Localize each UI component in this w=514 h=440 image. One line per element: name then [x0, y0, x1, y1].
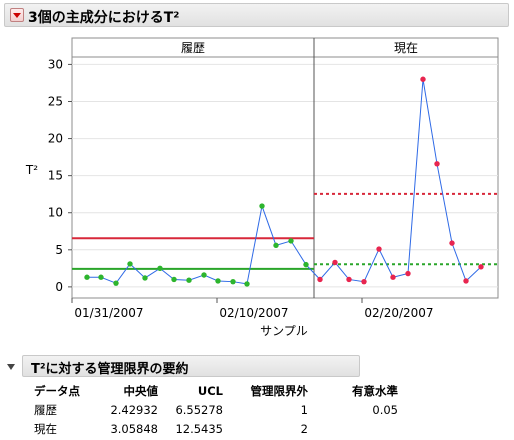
data-point-history [127, 261, 133, 267]
panel-label-current: 現在 [394, 41, 418, 55]
x-tick-label: 02/10/2007 [219, 306, 288, 320]
data-point-history [244, 281, 250, 287]
data-point-current [449, 240, 455, 246]
data-point-current [478, 264, 484, 270]
data-point-history [303, 261, 309, 268]
data-point-current [390, 274, 396, 280]
data-point-history [171, 276, 177, 283]
cell-ucl: 6.55278 [175, 403, 223, 417]
data-point-current [346, 276, 352, 283]
table-row: 履歴 2.42932 6.55278 1 0.05 [34, 401, 398, 420]
data-point-history [186, 277, 192, 283]
data-point-current [420, 76, 426, 82]
data-point-history [259, 203, 265, 209]
data-point-current [463, 278, 469, 284]
x-tick-label: 02/20/2007 [364, 306, 433, 320]
y-tick-label: 25 [48, 94, 63, 108]
x-tick-label: 01/31/2007 [74, 306, 143, 320]
cell-significance: 0.05 [372, 403, 398, 417]
cell-significance [308, 420, 398, 439]
data-point-history [201, 272, 207, 278]
x-axis-label: サンプル [260, 324, 308, 338]
summary-header-row: データ点 中央値 UCL 管理限界外 有意水準 [34, 382, 398, 401]
summary-title: T²に対する管理限界の要約 [31, 362, 189, 377]
y-tick-label: 0 [55, 280, 63, 294]
col-header-out-of-limits: 管理限界外 [250, 384, 309, 398]
data-point-history [142, 275, 148, 281]
plot-frame [71, 37, 499, 299]
col-header-significance: 有意水準 [352, 384, 398, 398]
t2-chart: 0 5 10 15 20 25 30 T² 履歴 現在 01/31/2007 02/10/2007 02… [25, 37, 499, 338]
cell-out-of-limits: 1 [300, 403, 308, 417]
data-point-history [84, 274, 90, 280]
cell-median: 3.05848 [110, 422, 158, 436]
table-row: 現在 3.05848 12.5435 2 [34, 420, 398, 439]
data-point-history [157, 265, 163, 272]
summary-header: T²に対する管理限界の要約 [22, 355, 360, 377]
y-tick-label: 10 [48, 206, 63, 220]
col-header-median: 中央値 [123, 384, 159, 398]
data-point-history [273, 242, 279, 249]
y-tick-label: 20 [48, 132, 63, 146]
y-tick-label: 15 [48, 169, 63, 183]
series-line [87, 79, 482, 285]
cell-ucl: 12.5435 [175, 422, 223, 436]
red-triangle-menu-icon[interactable] [10, 8, 24, 22]
summary-table: データ点 中央値 UCL 管理限界外 有意水準 履歴 2.42932 6.552… [34, 382, 398, 439]
data-point-history [230, 278, 236, 285]
data-point-history [215, 278, 221, 284]
y-tick-label: 30 [48, 57, 63, 71]
data-point-current [434, 161, 440, 167]
cell-median: 2.42932 [110, 403, 158, 417]
col-header-datapoint: データ点 [34, 384, 80, 398]
data-point-history [113, 280, 119, 286]
data-point-current [317, 276, 323, 283]
summary-collapse-icon[interactable] [7, 364, 15, 370]
cell-phase: 履歴 [34, 403, 57, 417]
data-point-history [98, 274, 104, 280]
data-point-current [361, 278, 367, 285]
cell-out-of-limits: 2 [300, 422, 308, 436]
y-axis-label: T² [25, 163, 38, 177]
data-point-current [332, 259, 338, 266]
data-point-current [405, 270, 411, 277]
data-point-current [376, 246, 382, 252]
outline-title: 3個の主成分におけるT² [28, 10, 180, 26]
data-point-history [288, 238, 294, 244]
outline-header: 3個の主成分におけるT² [4, 3, 509, 27]
cell-phase: 現在 [34, 422, 57, 436]
col-header-ucl: UCL [197, 384, 223, 398]
y-tick-label: 5 [55, 243, 63, 257]
panel-label-history: 履歴 [181, 41, 205, 55]
